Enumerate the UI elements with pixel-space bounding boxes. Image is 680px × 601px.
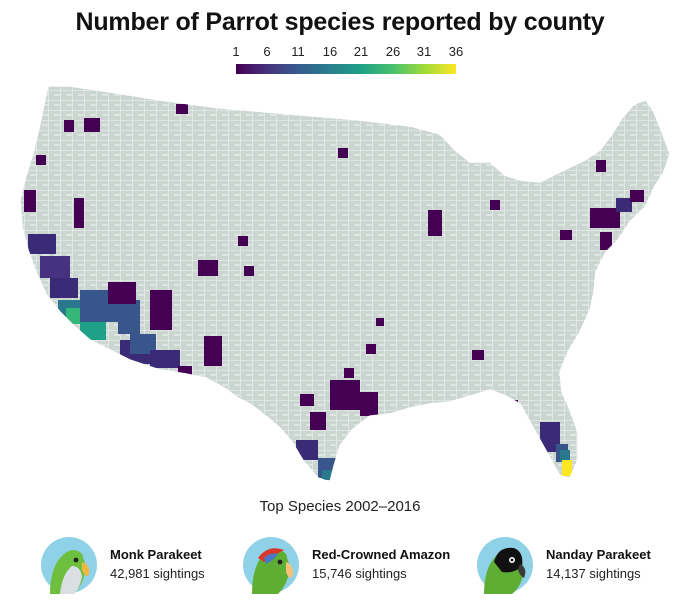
county-marker [118, 300, 140, 334]
county-marker [36, 155, 46, 165]
legend-tick: 31 [416, 44, 432, 59]
county-marker [562, 460, 572, 476]
legend-tick: 36 [448, 44, 464, 59]
species-name: Monk Parakeet [110, 547, 202, 562]
legend-tick: 6 [263, 44, 271, 59]
county-marker [472, 350, 484, 360]
page-title: Number of Parrot species reported by cou… [75, 8, 605, 36]
species-sightings: 42,981 sightings [110, 566, 205, 581]
county-marker [80, 320, 106, 340]
county-marker [296, 440, 318, 460]
county-marker [150, 290, 172, 330]
county-marker [322, 470, 336, 480]
county-marker [630, 190, 644, 202]
county-marker [344, 368, 354, 378]
legend-tick: 16 [322, 44, 338, 59]
county-marker [330, 380, 360, 410]
county-marker [590, 208, 620, 228]
county-marker [244, 266, 254, 276]
county-marker [600, 232, 612, 250]
county-marker [428, 210, 442, 236]
county-marker [130, 334, 156, 354]
county-marker [198, 260, 218, 276]
county-marker [64, 120, 74, 132]
species-sightings: 14,137 sightings [546, 566, 641, 581]
county-marker [150, 350, 180, 368]
species-name: Nanday Parakeet [546, 547, 651, 562]
us-county-map [19, 85, 671, 483]
species-name: Red-Crowned Amazon [312, 547, 451, 562]
county-marker [84, 118, 100, 132]
legend-tick: 1 [232, 44, 240, 59]
county-marker [66, 308, 80, 324]
color-legend: 1 6 11 16 21 26 31 36 [220, 44, 470, 84]
county-marker [300, 394, 314, 406]
county-marker [204, 336, 222, 366]
county-marker [238, 236, 248, 246]
top-species-heading: Top Species 2002–2016 [259, 498, 421, 515]
county-marker [28, 234, 56, 254]
county-marker [360, 392, 378, 416]
legend-tick: 11 [291, 44, 305, 59]
county-marker [50, 278, 78, 298]
county-marker [40, 256, 70, 278]
county-marker [366, 344, 376, 354]
county-marker [338, 148, 348, 158]
county-grid [20, 86, 670, 482]
county-marker [616, 198, 632, 212]
county-marker [560, 230, 572, 240]
monk-parakeet-icon [41, 537, 97, 594]
county-marker [176, 104, 188, 114]
county-marker [74, 198, 84, 228]
county-marker [310, 412, 326, 430]
county-marker [24, 190, 36, 212]
county-marker [490, 200, 500, 210]
nanday-parakeet-icon [477, 537, 533, 594]
county-marker [560, 450, 570, 462]
county-marker [600, 288, 610, 298]
county-marker [596, 160, 606, 172]
legend-ticks: 1 6 11 16 21 26 31 36 [220, 44, 470, 62]
county-marker [108, 282, 136, 304]
red-crowned-amazon-icon [243, 537, 299, 594]
species-sightings: 15,746 sightings [312, 566, 407, 581]
legend-tick: 21 [353, 44, 369, 59]
legend-color-bar [236, 64, 456, 74]
county-marker [376, 318, 384, 326]
legend-tick: 26 [385, 44, 401, 59]
county-marker [540, 422, 560, 452]
